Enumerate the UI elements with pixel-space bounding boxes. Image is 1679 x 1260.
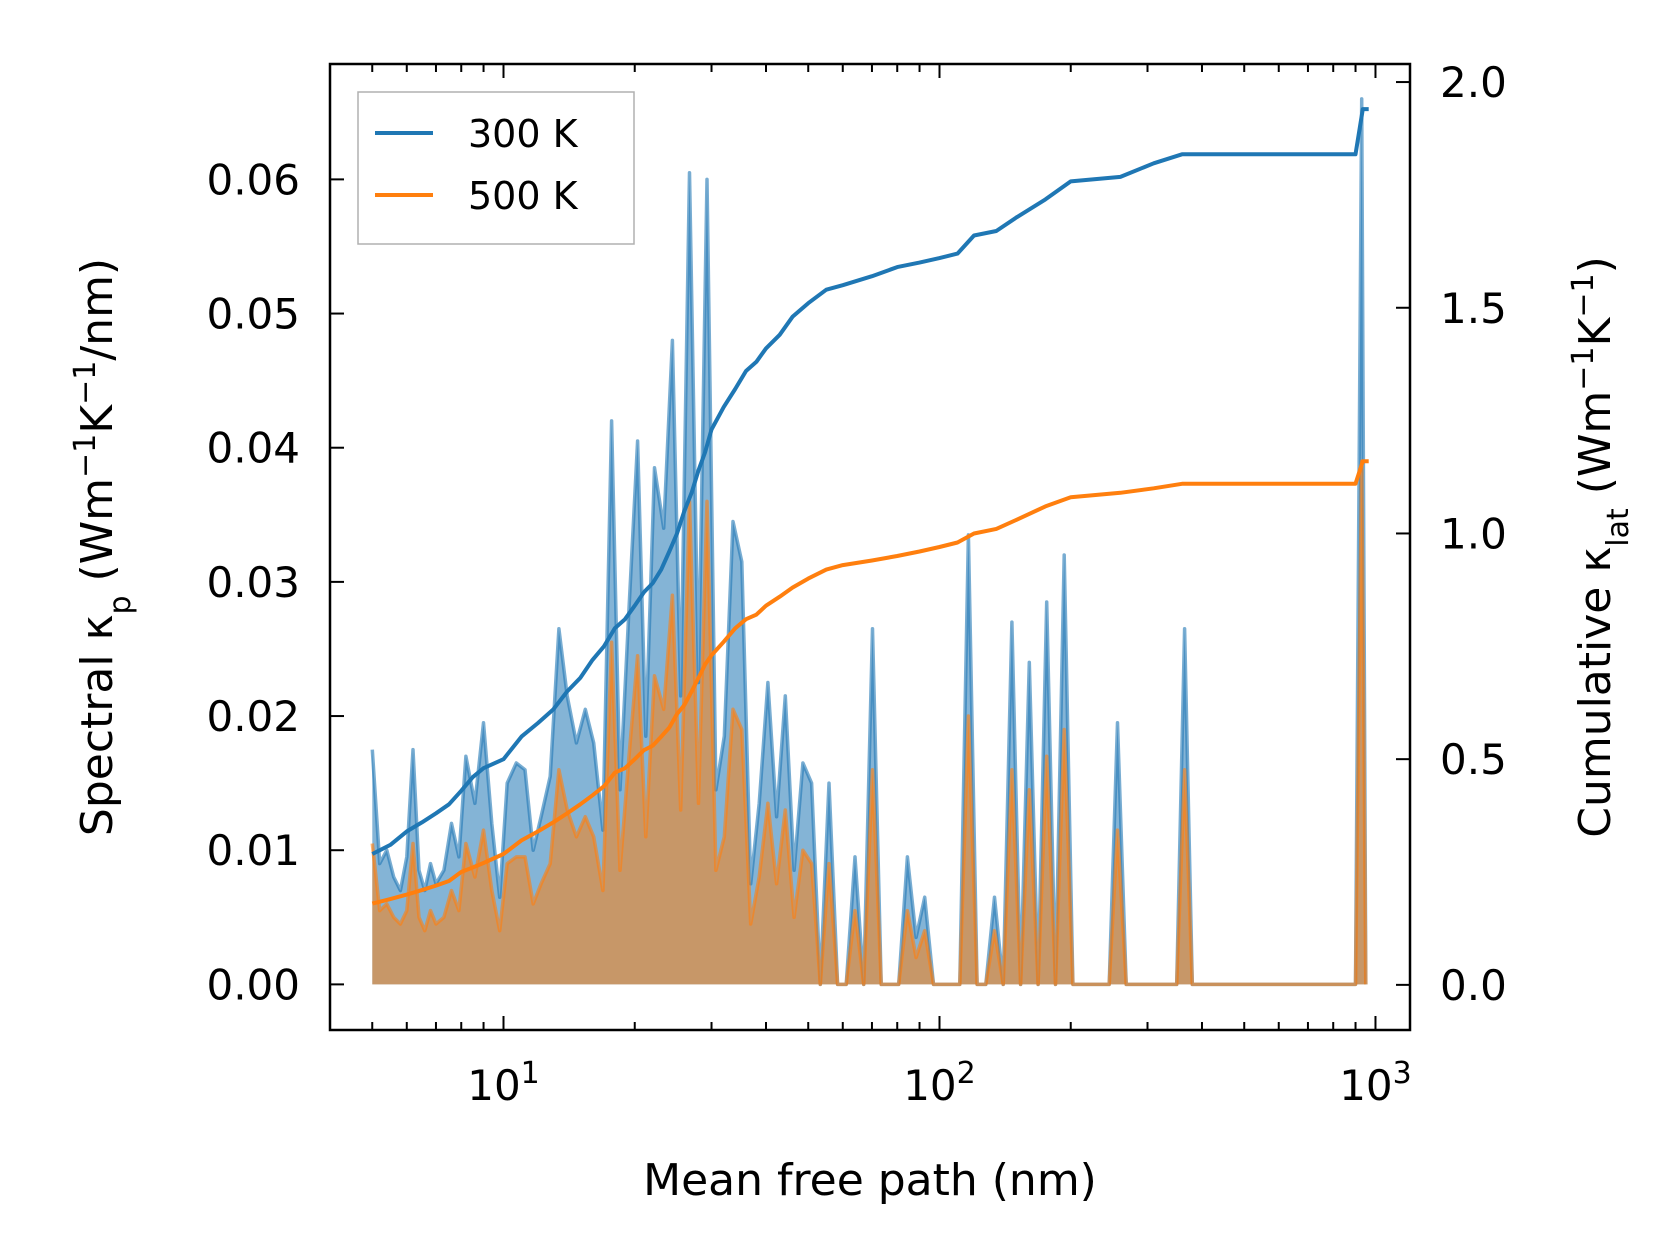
x-axis-title: Mean free path (nm) [643, 1155, 1097, 1206]
y-left-tick-label: 0.06 [206, 155, 300, 204]
cumulative-line-500k [371, 459, 1369, 906]
y-left-title-units: (Wm [72, 478, 123, 596]
y-axis-left: 0.00 0.01 0.02 0.03 0.04 0.05 0.06 [206, 155, 344, 1009]
y-left-title-suffix: /nm) [72, 258, 123, 361]
x-tick-label-base: 10 [467, 1061, 520, 1110]
cumulative-line-300k [371, 107, 1369, 856]
y-left-title-sub: p [103, 595, 138, 614]
y-right-title-units: (Wm [1570, 391, 1621, 509]
plot-frame [328, 62, 1412, 1032]
spectral-line-500k [370, 459, 1368, 987]
y-left-title-exp2: −1 [68, 361, 103, 405]
y-right-tick-label: 2.0 [1440, 58, 1507, 107]
y-left-title-mid: K [72, 404, 123, 434]
x-tick-label-exp: 2 [957, 1056, 976, 1091]
y-left-tick-label: 0.00 [206, 960, 300, 1009]
legend: 300 K 500 K [357, 91, 635, 245]
x-axis: 101 102 103 [329, 64, 1412, 1111]
y-right-tick-label: 1.5 [1440, 284, 1507, 333]
y-left-tick-label: 0.04 [206, 424, 300, 473]
x-tick-label-exp: 1 [521, 1056, 540, 1091]
y-left-title-exp1: −1 [68, 434, 103, 478]
spectral-fill-layer [370, 97, 1368, 987]
y-axis-right: 0.0 0.5 1.0 1.5 2.0 [1396, 58, 1507, 1010]
y-right-title-sub: lat [1601, 508, 1636, 547]
x-tick-label: 101 [467, 1056, 540, 1111]
y-right-title-exp2: −1 [1566, 273, 1601, 317]
y-right-title-main: Cumulative κ [1570, 547, 1621, 838]
legend-label-300k: 300 K [468, 112, 579, 156]
y-left-tick-label: 0.05 [206, 290, 300, 339]
y-left-title-main: Spectral κ [72, 615, 123, 837]
y-right-tick-label: 0.0 [1440, 961, 1507, 1010]
x-tick-label-base: 10 [1339, 1061, 1392, 1110]
spectral-line-300k [370, 97, 1368, 987]
x-tick-label-base: 10 [903, 1061, 956, 1110]
legend-label-500k: 500 K [468, 174, 579, 218]
x-tick-label-exp: 3 [1393, 1056, 1412, 1091]
y-right-tick-label: 0.5 [1440, 735, 1507, 784]
y-left-tick-label: 0.02 [206, 692, 300, 741]
x-tick-label: 103 [1339, 1056, 1412, 1111]
legend-box [357, 91, 635, 245]
y-right-title-mid: K [1570, 316, 1621, 346]
y-right-title-exp1: −1 [1566, 346, 1601, 390]
x-tick-label: 102 [903, 1056, 976, 1111]
y-right-title-suffix: ) [1570, 256, 1621, 273]
series-line-layer [371, 107, 1369, 906]
y-axis-left-title: Spectral κp (Wm−1K−1/nm) [68, 258, 138, 836]
y-axis-right-title: Cumulative κlat (Wm−1K−1) [1566, 256, 1636, 838]
y-right-tick-label: 1.0 [1440, 509, 1507, 558]
y-left-tick-label: 0.03 [206, 558, 300, 607]
y-left-tick-label: 0.01 [206, 826, 300, 875]
